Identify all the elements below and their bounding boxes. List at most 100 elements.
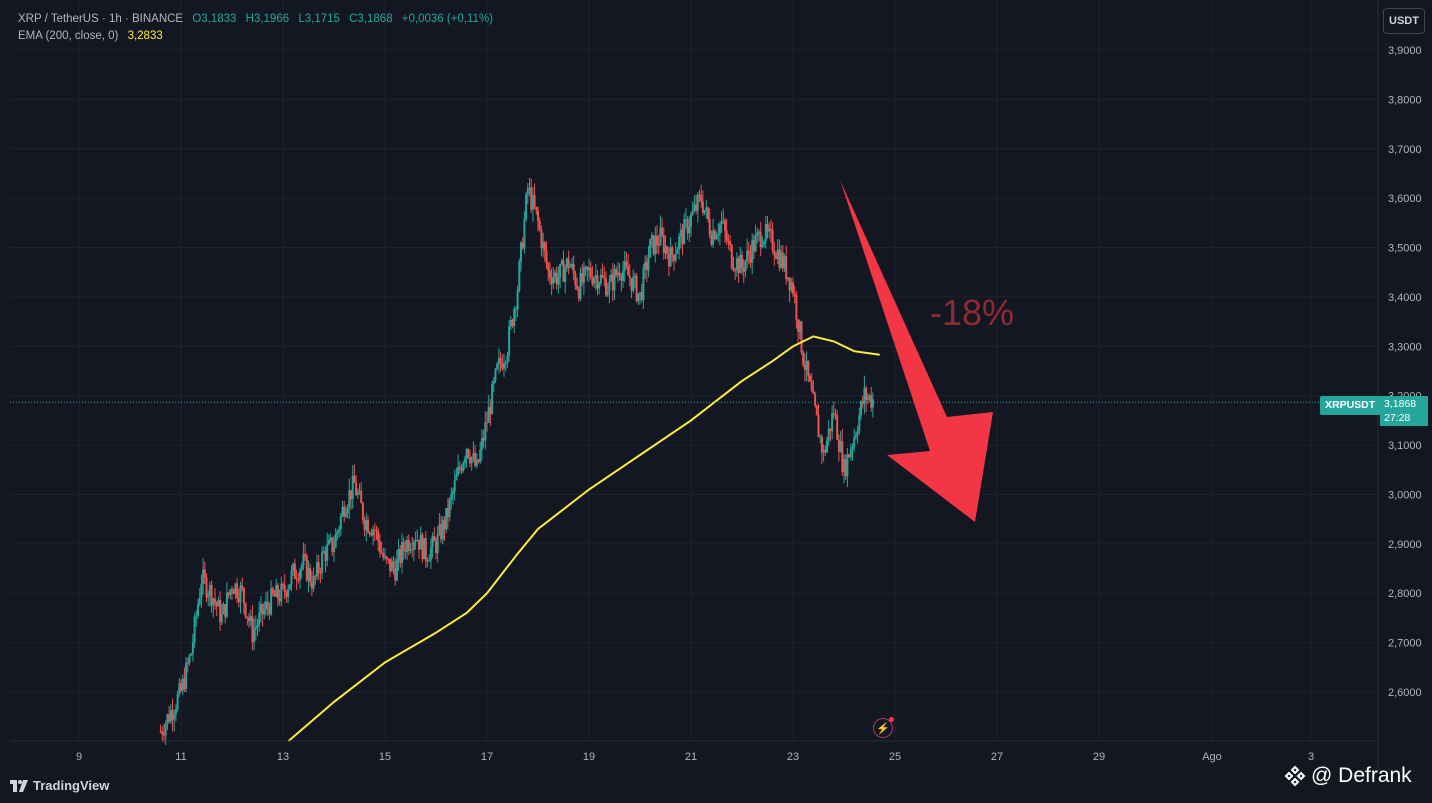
candle-body [593, 278, 596, 284]
candle-body [343, 506, 346, 517]
candle-body [696, 194, 699, 211]
candle-body [616, 272, 619, 275]
candle-body [851, 446, 854, 450]
change-value: +0,0036 (+0,11%) [401, 13, 494, 25]
candle-body [693, 204, 696, 211]
candle-body [231, 589, 233, 591]
candle-body [673, 254, 675, 261]
candle-body [480, 437, 483, 450]
candle-body [814, 393, 817, 406]
candle-body [341, 506, 344, 516]
candle-body [431, 536, 434, 548]
candle-body [380, 552, 383, 554]
candle-body [492, 380, 495, 384]
candle-body [584, 266, 587, 268]
candle-body [188, 655, 191, 664]
symbol-label[interactable]: XRP / TetherUS · 1h · BINANCE [18, 13, 184, 25]
price-tick-label: 3,7000 [1388, 144, 1422, 156]
footer-bar [0, 770, 1432, 803]
lightning-icon[interactable]: ⚡ [873, 717, 894, 738]
candle-body [389, 558, 392, 572]
candle-body [406, 539, 409, 552]
candle-body [282, 583, 284, 586]
candle-body [511, 320, 514, 326]
candle-body [472, 453, 475, 458]
candle-body [858, 415, 861, 432]
candle-body [783, 256, 786, 269]
ema-row: EMA (200, close, 0) 3,2833 [18, 28, 493, 45]
candle-body [625, 261, 628, 267]
ema-label[interactable]: EMA (200, close, 0) [18, 30, 119, 42]
candle-body [633, 275, 636, 278]
candle-body [164, 723, 167, 736]
candle-body [652, 235, 655, 255]
candle-body [809, 376, 811, 382]
tradingview-logo[interactable]: TradingView [10, 778, 109, 793]
candle-body [581, 273, 584, 283]
currency-button[interactable]: USDT [1383, 8, 1425, 34]
candle-body [576, 285, 579, 289]
candle-body [385, 556, 388, 559]
candle-body [336, 531, 339, 535]
candle-body [329, 537, 332, 540]
candle-body [358, 490, 361, 493]
candle-body [268, 606, 271, 615]
candle-body [650, 235, 653, 239]
candle-body [180, 683, 182, 691]
candle-body [433, 536, 436, 542]
ema-value: 3,2833 [127, 30, 163, 42]
candle-body [690, 214, 692, 228]
candle-body [606, 291, 609, 296]
candle-body [232, 590, 235, 594]
candle-body [579, 273, 582, 299]
candle-body [826, 440, 828, 453]
candle-body [611, 274, 614, 291]
candle-body [824, 449, 827, 453]
candle-body [649, 238, 652, 258]
candle-body [202, 569, 205, 585]
candle-body [448, 499, 451, 518]
candle-body [290, 570, 293, 585]
candle-body [742, 267, 745, 272]
candle-body [258, 612, 261, 625]
candle-body [185, 662, 188, 690]
candle-body [217, 599, 220, 607]
candle-body [610, 274, 613, 282]
candle-body [560, 260, 563, 265]
candle-body [181, 678, 184, 691]
candle-body [370, 532, 373, 536]
candle-body [229, 589, 232, 596]
candle-body [667, 254, 670, 267]
candle-body [489, 407, 492, 414]
candle-body [831, 413, 834, 432]
candle-body [780, 252, 783, 268]
candle-body [657, 244, 660, 246]
ema-line [287, 335, 880, 743]
candle-body [513, 309, 516, 326]
candle-body [324, 551, 327, 561]
candle-body [171, 710, 174, 720]
candle-body [797, 319, 800, 332]
candle-body [183, 678, 186, 690]
candle-body [390, 561, 393, 572]
candle-body [253, 629, 256, 643]
candle-body [819, 436, 822, 438]
candle-body [469, 457, 471, 464]
candle-body [547, 263, 550, 271]
candle-body [412, 541, 415, 550]
candle-body [497, 358, 500, 364]
time-tick-label: 15 [379, 751, 391, 763]
candle-body [746, 250, 749, 262]
candle-body [418, 539, 420, 550]
candle-body [627, 266, 630, 276]
price-tick-label: 3,0000 [1388, 489, 1422, 501]
candle-body [446, 508, 449, 518]
candle-body [384, 556, 386, 558]
candle-body [321, 552, 324, 573]
candle-body [401, 542, 403, 563]
current-price-box: 3,1868 27:28 [1380, 396, 1428, 426]
time-tick-label: 23 [787, 751, 799, 763]
candle-body [678, 236, 681, 250]
candle-body [836, 415, 839, 440]
